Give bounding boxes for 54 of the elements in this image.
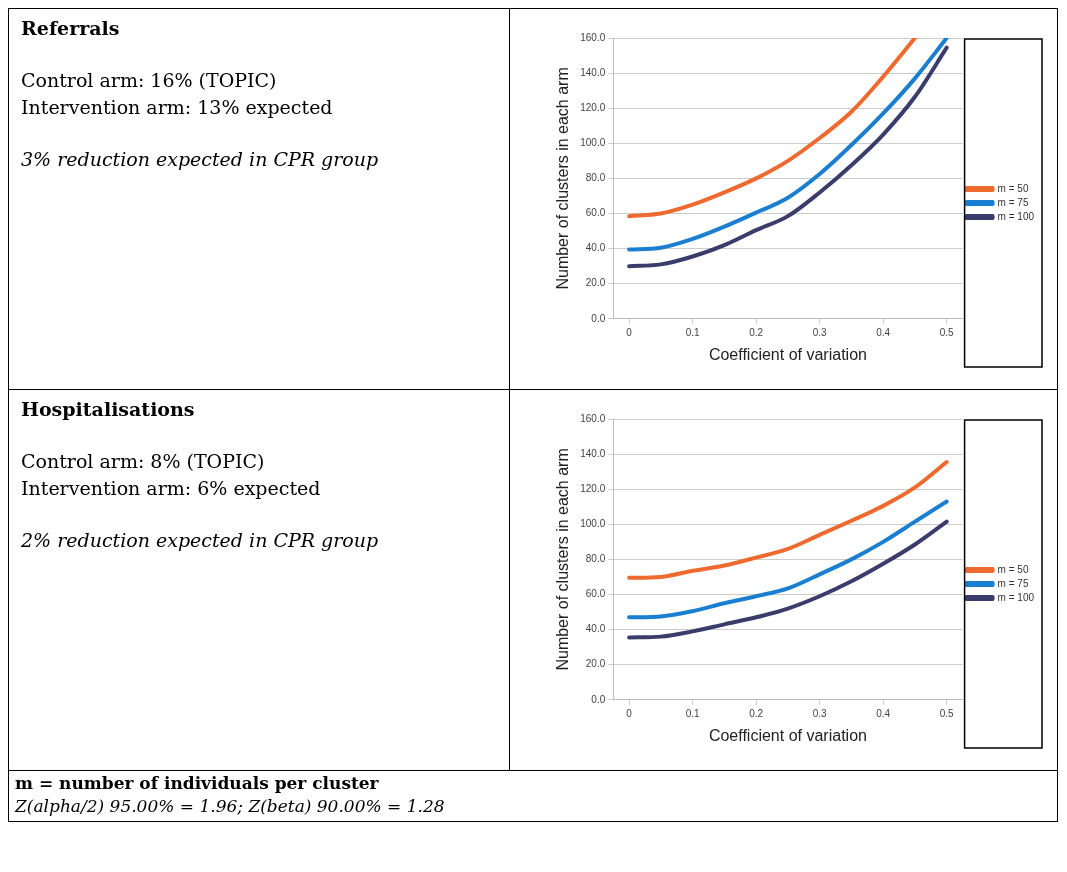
y-tick-label: 60.0 [585,588,606,600]
y-tick-label: 0.0 [591,312,606,324]
text: m = number of individuals per cluster [15,773,380,793]
x-tick-label: 0.3 [812,326,828,338]
text: Hospitalisations [21,398,196,420]
text: Intervention arm: 13% expected [21,94,334,120]
legend-label: m = 75 [997,577,1029,589]
y-axis-title: Number of clusters in each arm [554,448,572,671]
legend-label: m = 50 [997,563,1029,575]
text: 3% reduction expected in CPR group [21,147,380,173]
y-tick-label: 140.0 [580,447,606,459]
y-axis-title: Number of clusters in each arm [554,67,572,290]
y-tick-label: 140.0 [580,66,606,78]
legend-label: m = 100 [997,210,1035,222]
text: Z(alpha/2) 95.00% = 1.96; Z(beta) 90.00% = 1.28 [15,795,446,818]
x-tick-label: 0.4 [876,326,891,338]
text: Control arm: 8% (TOPIC) [21,449,266,474]
x-tick-label: 0.1 [685,326,701,338]
x-axis-title: Coefficient of variation [708,345,867,363]
line-series [627,499,949,620]
text: Intervention arm: 6% expected [21,475,322,501]
x-tick-label: 0.2 [749,326,764,338]
text: 2% reduction expected in CPR group [21,528,380,554]
legend-label: m = 100 [997,591,1035,603]
x-tick-label: 0.1 [685,707,701,719]
y-tick-label: 120.0 [580,101,606,113]
y-tick-label: 20.0 [585,277,606,289]
x-tick-label: 0 [626,326,633,338]
y-tick-label: 100.0 [580,137,606,149]
y-tick-label: 120.0 [580,482,606,494]
line-series [627,460,949,580]
y-tick-label: 100.0 [580,518,606,530]
x-tick-label: 0.5 [939,326,955,338]
line-series [627,519,949,640]
y-tick-label: 0.0 [591,693,606,705]
y-tick-label: 80.0 [585,553,606,565]
x-axis-title: Coefficient of variation [708,726,867,744]
line-series [627,38,917,219]
y-tick-label: 20.0 [585,658,606,670]
y-tick-label: 40.0 [585,623,606,635]
y-tick-label: 160.0 [580,412,606,424]
x-tick-label: 0 [626,707,633,719]
y-tick-label: 60.0 [585,207,606,219]
legend-label: m = 50 [997,182,1029,194]
legend-label: m = 75 [997,196,1029,208]
x-tick-label: 0.3 [812,707,828,719]
text: Referrals [21,17,121,39]
text: Control arm: 16% (TOPIC) [21,68,278,93]
x-tick-label: 0.2 [749,707,764,719]
y-tick-label: 160.0 [580,31,606,43]
x-tick-label: 0.5 [939,707,955,719]
x-tick-label: 0.4 [876,707,891,719]
y-tick-label: 40.0 [585,242,606,254]
y-tick-label: 80.0 [585,172,606,184]
